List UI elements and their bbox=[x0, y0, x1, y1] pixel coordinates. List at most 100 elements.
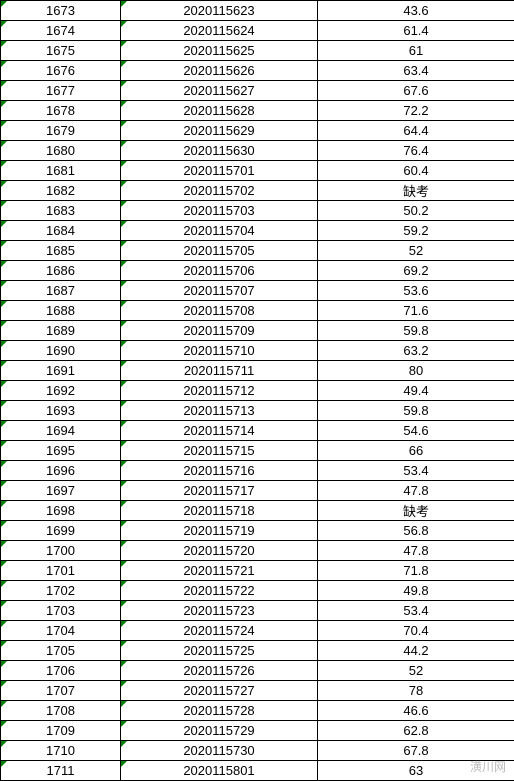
table-cell: 1690 bbox=[1, 341, 121, 361]
table-cell: 1702 bbox=[1, 581, 121, 601]
table-cell: 1710 bbox=[1, 741, 121, 761]
table-cell: 1683 bbox=[1, 201, 121, 221]
table-row: 1707202011572778 bbox=[1, 681, 514, 701]
table-cell: 43.6 bbox=[318, 1, 514, 21]
table-row: 1683202011570350.2 bbox=[1, 201, 514, 221]
table-row: 1702202011572249.8 bbox=[1, 581, 514, 601]
table-cell: 2020115626 bbox=[121, 61, 318, 81]
table-cell: 1700 bbox=[1, 541, 121, 561]
table-cell: 2020115724 bbox=[121, 621, 318, 641]
table-cell: 1686 bbox=[1, 261, 121, 281]
table-cell: 1688 bbox=[1, 301, 121, 321]
table-cell: 1694 bbox=[1, 421, 121, 441]
table-cell: 1698 bbox=[1, 501, 121, 521]
table-row: 1703202011572353.4 bbox=[1, 601, 514, 621]
table-cell: 2020115723 bbox=[121, 601, 318, 621]
table-cell: 59.8 bbox=[318, 401, 514, 421]
table-cell: 1711 bbox=[1, 761, 121, 781]
table-cell: 1680 bbox=[1, 141, 121, 161]
table-cell: 2020115704 bbox=[121, 221, 318, 241]
table-cell: 61 bbox=[318, 41, 514, 61]
table-cell: 47.8 bbox=[318, 541, 514, 561]
table-cell: 2020115707 bbox=[121, 281, 318, 301]
table-cell: 2020115722 bbox=[121, 581, 318, 601]
table-cell: 1689 bbox=[1, 321, 121, 341]
table-cell: 2020115717 bbox=[121, 481, 318, 501]
table-cell: 44.2 bbox=[318, 641, 514, 661]
table-row: 1689202011570959.8 bbox=[1, 321, 514, 341]
table-cell: 71.6 bbox=[318, 301, 514, 321]
table-cell: 64.4 bbox=[318, 121, 514, 141]
table-cell: 1673 bbox=[1, 1, 121, 21]
table-cell: 2020115718 bbox=[121, 501, 318, 521]
table-row: 1708202011572846.6 bbox=[1, 701, 514, 721]
table-row: 16822020115702缺考 bbox=[1, 181, 514, 201]
table-cell: 66 bbox=[318, 441, 514, 461]
table-cell: 1677 bbox=[1, 81, 121, 101]
table-cell: 71.8 bbox=[318, 561, 514, 581]
table-cell: 1696 bbox=[1, 461, 121, 481]
table-row: 1687202011570753.6 bbox=[1, 281, 514, 301]
table-cell: 2020115709 bbox=[121, 321, 318, 341]
table-cell: 2020115729 bbox=[121, 721, 318, 741]
table-row: 1680202011563076.4 bbox=[1, 141, 514, 161]
table-cell: 69.2 bbox=[318, 261, 514, 281]
score-table: 1673202011562343.61674202011562461.41675… bbox=[0, 0, 514, 781]
table-cell: 2020115630 bbox=[121, 141, 318, 161]
table-cell: 52 bbox=[318, 661, 514, 681]
table-row: 1675202011562561 bbox=[1, 41, 514, 61]
table-cell: 1695 bbox=[1, 441, 121, 461]
table-cell: 2020115725 bbox=[121, 641, 318, 661]
table-cell: 1704 bbox=[1, 621, 121, 641]
table-row: 1700202011572047.8 bbox=[1, 541, 514, 561]
table-cell: 53.4 bbox=[318, 601, 514, 621]
table-cell: 1691 bbox=[1, 361, 121, 381]
table-cell: 2020115705 bbox=[121, 241, 318, 261]
table-row: 1693202011571359.8 bbox=[1, 401, 514, 421]
table-cell: 2020115719 bbox=[121, 521, 318, 541]
table-cell: 1684 bbox=[1, 221, 121, 241]
table-cell: 76.4 bbox=[318, 141, 514, 161]
table-cell: 61.4 bbox=[318, 21, 514, 41]
table-cell: 2020115627 bbox=[121, 81, 318, 101]
table-row: 1711202011580163 bbox=[1, 761, 514, 781]
table-row: 1705202011572544.2 bbox=[1, 641, 514, 661]
table-cell: 1681 bbox=[1, 161, 121, 181]
table-cell: 2020115624 bbox=[121, 21, 318, 41]
table-row: 1678202011562872.2 bbox=[1, 101, 514, 121]
table-row: 1694202011571454.6 bbox=[1, 421, 514, 441]
table-cell: 1697 bbox=[1, 481, 121, 501]
table-cell: 1708 bbox=[1, 701, 121, 721]
table-cell: 49.4 bbox=[318, 381, 514, 401]
table-cell: 63.2 bbox=[318, 341, 514, 361]
table-cell: 1705 bbox=[1, 641, 121, 661]
table-row: 1679202011562964.4 bbox=[1, 121, 514, 141]
table-cell: 52 bbox=[318, 241, 514, 261]
table-cell: 2020115716 bbox=[121, 461, 318, 481]
table-cell: 53.4 bbox=[318, 461, 514, 481]
table-cell: 70.4 bbox=[318, 621, 514, 641]
table-row: 1673202011562343.6 bbox=[1, 1, 514, 21]
table-cell: 80 bbox=[318, 361, 514, 381]
table-row: 1692202011571249.4 bbox=[1, 381, 514, 401]
table-cell: 50.2 bbox=[318, 201, 514, 221]
table-row: 1691202011571180 bbox=[1, 361, 514, 381]
table-row: 1686202011570669.2 bbox=[1, 261, 514, 281]
table-cell: 1678 bbox=[1, 101, 121, 121]
table-cell: 53.6 bbox=[318, 281, 514, 301]
score-table-body: 1673202011562343.61674202011562461.41675… bbox=[1, 1, 514, 781]
table-cell: 2020115712 bbox=[121, 381, 318, 401]
table-cell: 2020115727 bbox=[121, 681, 318, 701]
table-row: 1688202011570871.6 bbox=[1, 301, 514, 321]
table-row: 1706202011572652 bbox=[1, 661, 514, 681]
table-cell: 46.6 bbox=[318, 701, 514, 721]
table-cell: 2020115730 bbox=[121, 741, 318, 761]
table-cell: 59.8 bbox=[318, 321, 514, 341]
table-cell: 2020115625 bbox=[121, 41, 318, 61]
table-cell: 56.8 bbox=[318, 521, 514, 541]
table-row: 1674202011562461.4 bbox=[1, 21, 514, 41]
table-cell: 缺考 bbox=[318, 181, 514, 201]
table-cell: 1701 bbox=[1, 561, 121, 581]
table-cell: 2020115726 bbox=[121, 661, 318, 681]
table-cell: 1687 bbox=[1, 281, 121, 301]
